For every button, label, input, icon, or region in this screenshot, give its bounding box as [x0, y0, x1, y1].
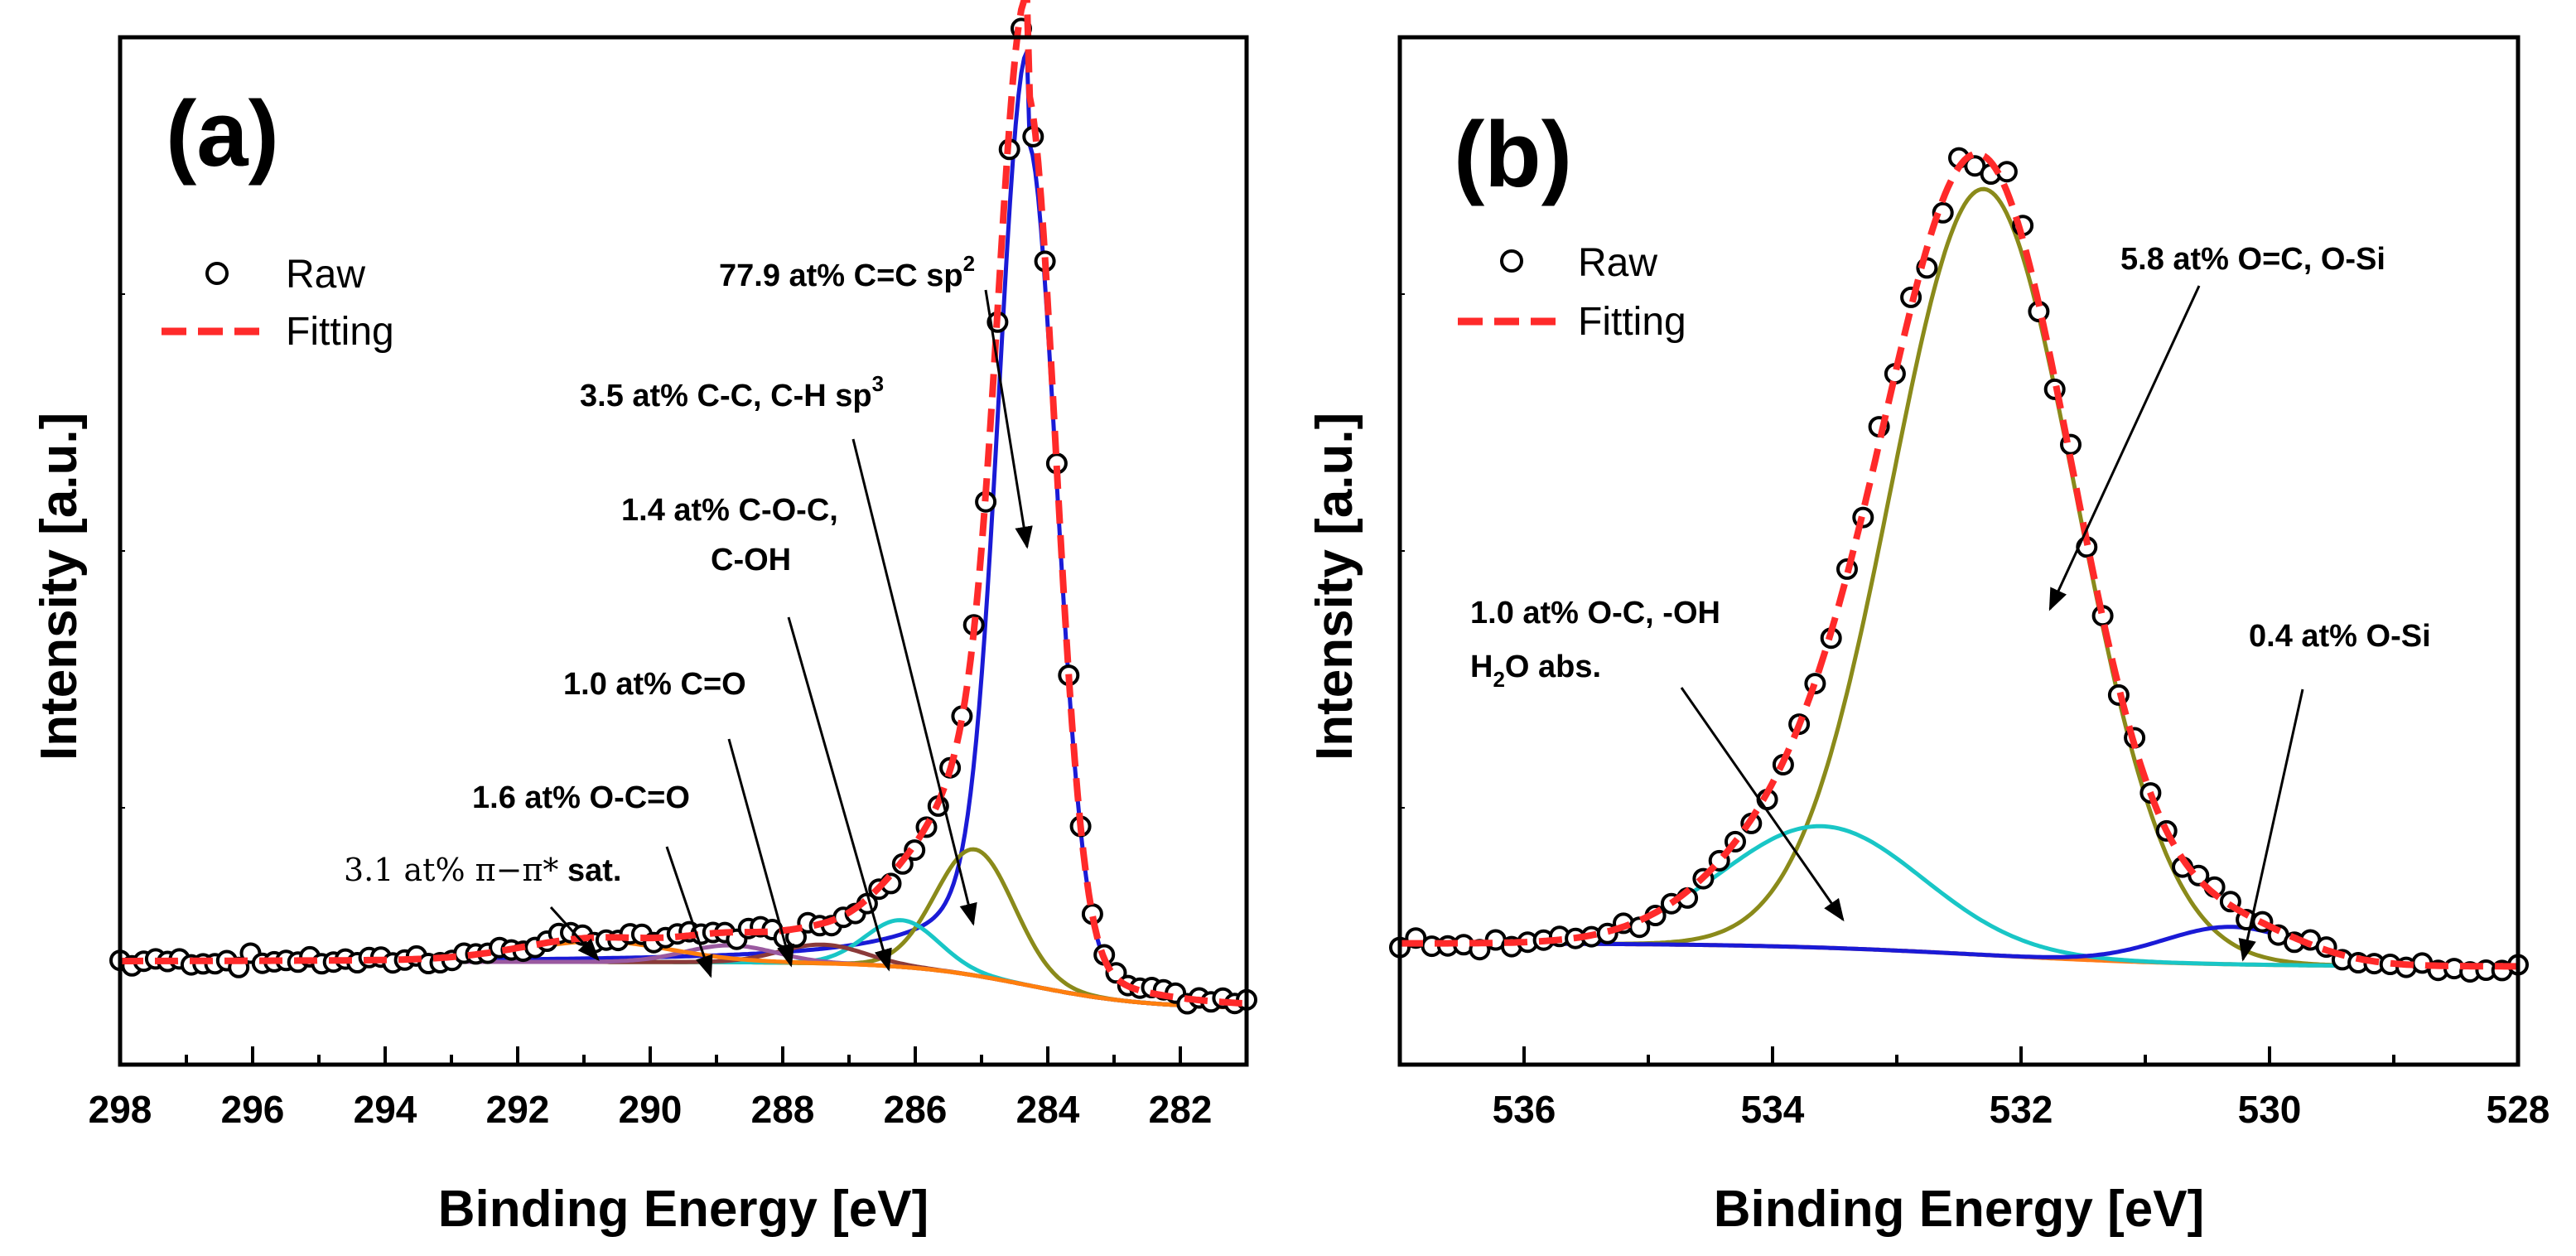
legend-fitting-label: Fitting [1578, 300, 1686, 344]
annotation-o-oc-si: 5.8 at% O=C, O-Si [2120, 242, 2385, 277]
annotation-c-oco: 1.6 at% O-C=O [472, 780, 690, 815]
panel-a-fitting-line [120, 0, 1247, 1007]
panel-a-x-tick-label: 298 [89, 1088, 152, 1131]
annotation-o-si: 0.4 at% O-Si [2249, 619, 2431, 654]
panel-b-annotations: 5.8 at% O=C, O-Si 1.0 at% O-C, -OH H2O a… [1470, 242, 2431, 962]
panel-a-annotations: 77.9 at% C=C sp2 3.5 at% C-C, C-H sp3 1.… [344, 251, 1033, 978]
panel-b-y-title: Intensity [a.u.] [1306, 413, 1363, 761]
annotation-c-coc-2: C-OH [711, 543, 791, 577]
annotation-o-oh: 1.0 at% O-C, -OH [1470, 596, 1720, 630]
panel-a: 298 296 294 292 290 288 286 284 282 (a) Intensit… [31, 0, 1257, 1238]
arrow-c-sp3 [851, 438, 977, 926]
arrow-o-oh [1680, 687, 1845, 922]
panel-b-x-tick-label: 534 [1741, 1088, 1805, 1131]
arrow-c-coc [787, 616, 892, 972]
panel-a-y-title: Intensity [a.u.] [31, 413, 88, 761]
annotation-c-co: 1.0 at% C=O [563, 667, 746, 702]
arrow-o-oc-si [2048, 285, 2201, 611]
legend-fitting-label: Fitting [286, 310, 394, 354]
arrow-c-co [727, 738, 794, 968]
panel-a-x-tick-label: 290 [619, 1088, 683, 1131]
panel-a-x-tick-label: 296 [221, 1088, 285, 1131]
legend-raw-marker [1500, 249, 1523, 273]
panel-b-label: (b) [1454, 103, 1572, 206]
arrow-c-oco [665, 846, 713, 978]
arrow-c-sp2 [984, 289, 1033, 549]
panel-b-fitting-line [1400, 150, 2518, 970]
panel-a-legend: Raw Fitting [162, 253, 394, 354]
annotation-c-sat: 3.1 at% π−π* sat. [344, 852, 621, 888]
legend-raw-marker [205, 262, 229, 285]
panel-a-x-tick-label: 292 [486, 1088, 550, 1131]
legend-raw-label: Raw [1578, 241, 1657, 285]
annotation-o-h2o: H2O abs. [1470, 650, 1601, 692]
panel-a-x-tick-label: 294 [354, 1088, 417, 1131]
panel-b-legend: Raw Fitting [1458, 241, 1686, 344]
panel-a-x-title: Binding Energy [eV] [438, 1181, 929, 1238]
panel-b-x-tick-label: 528 [2487, 1088, 2550, 1131]
panel-a-x-ticks: 298 296 294 292 290 288 286 284 282 [89, 36, 1248, 1131]
panel-a-x-tick-label: 284 [1016, 1088, 1080, 1131]
panel-a-x-tick-label: 282 [1149, 1088, 1213, 1131]
arrow-c-sat [549, 906, 600, 962]
panel-a-x-tick-label: 288 [751, 1088, 815, 1131]
panel-b-component-0 [1400, 186, 2518, 969]
panel-a-frame [118, 35, 1249, 1067]
panel-b-plot-area [1389, 147, 2529, 983]
panel-b: 536 534 532 530 528 (b) Intensity [a.u.] Bin… [1306, 35, 2550, 1238]
panel-b-x-tick-label: 532 [1990, 1088, 2053, 1131]
legend-raw-label: Raw [286, 253, 365, 297]
panel-b-x-title: Binding Energy [eV] [1714, 1181, 2204, 1238]
annotation-c-sp3: 3.5 at% C-C, C-H sp3 [580, 371, 884, 413]
annotation-c-sp2: 77.9 at% C=C sp2 [719, 251, 975, 293]
panel-b-x-tick-label: 530 [2238, 1088, 2302, 1131]
panel-b-x-ticks: 536 534 532 530 528 [1398, 36, 2550, 1131]
panel-a-label: (a) [166, 82, 279, 186]
panel-a-x-tick-label: 286 [884, 1088, 948, 1131]
arrow-o-si [2238, 688, 2304, 962]
panel-b-x-tick-label: 536 [1493, 1088, 1556, 1131]
annotation-c-coc-1: 1.4 at% C-O-C, [621, 493, 838, 528]
